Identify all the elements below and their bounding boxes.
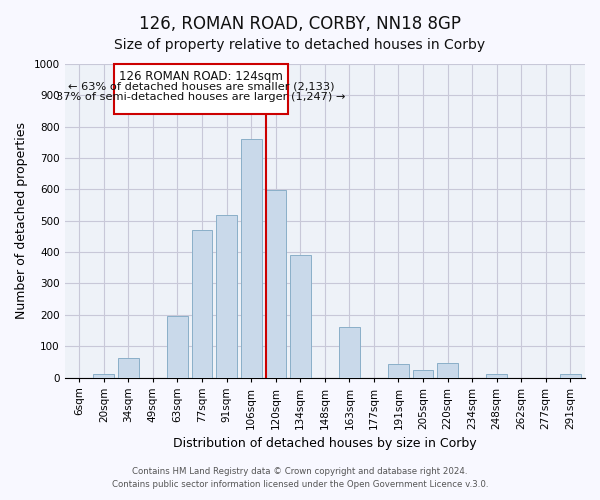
Bar xyxy=(388,364,409,378)
Bar xyxy=(94,374,114,378)
Bar xyxy=(413,370,433,378)
Bar xyxy=(339,328,360,378)
Bar xyxy=(167,316,188,378)
Bar xyxy=(486,374,507,378)
Bar xyxy=(191,230,212,378)
Text: ← 63% of detached houses are smaller (2,133): ← 63% of detached houses are smaller (2,… xyxy=(68,81,334,91)
Text: 126, ROMAN ROAD, CORBY, NN18 8GP: 126, ROMAN ROAD, CORBY, NN18 8GP xyxy=(139,15,461,33)
FancyBboxPatch shape xyxy=(113,64,288,114)
Bar xyxy=(118,358,139,378)
X-axis label: Distribution of detached houses by size in Corby: Distribution of detached houses by size … xyxy=(173,437,476,450)
Text: 126 ROMAN ROAD: 124sqm: 126 ROMAN ROAD: 124sqm xyxy=(119,70,283,82)
Bar xyxy=(216,215,237,378)
Y-axis label: Number of detached properties: Number of detached properties xyxy=(15,122,28,320)
Text: Size of property relative to detached houses in Corby: Size of property relative to detached ho… xyxy=(115,38,485,52)
Bar xyxy=(265,190,286,378)
Text: Contains HM Land Registry data © Crown copyright and database right 2024.
Contai: Contains HM Land Registry data © Crown c… xyxy=(112,468,488,489)
Bar xyxy=(290,255,311,378)
Bar xyxy=(241,139,262,378)
Bar xyxy=(437,364,458,378)
Bar xyxy=(560,374,581,378)
Text: 37% of semi-detached houses are larger (1,247) →: 37% of semi-detached houses are larger (… xyxy=(56,92,346,102)
